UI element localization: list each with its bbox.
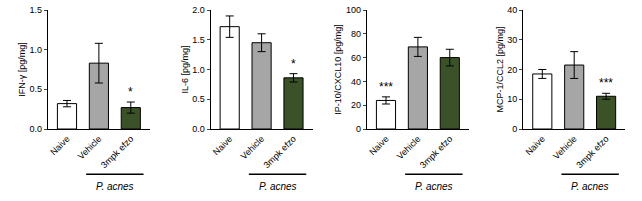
- svg-text:MCP-1/CCL2 [pg/mg]: MCP-1/CCL2 [pg/mg]: [495, 26, 505, 112]
- svg-text:P. acnes: P. acnes: [415, 181, 453, 192]
- svg-text:P. acnes: P. acnes: [259, 181, 297, 192]
- svg-text:1.5: 1.5: [30, 5, 43, 15]
- svg-text:0.0: 0.0: [192, 124, 205, 134]
- svg-text:Naive: Naive: [48, 134, 71, 157]
- svg-text:Naive: Naive: [367, 134, 390, 157]
- svg-text:Vehicle: Vehicle: [551, 134, 579, 162]
- svg-text:3mpk efzo: 3mpk efzo: [262, 134, 298, 170]
- svg-text:*: *: [291, 57, 296, 71]
- svg-text:0.5: 0.5: [192, 94, 205, 104]
- svg-text:IFN-γ [pg/mg]: IFN-γ [pg/mg]: [17, 42, 27, 97]
- svg-text:3mpk efzo: 3mpk efzo: [574, 134, 610, 170]
- svg-text:0: 0: [356, 124, 361, 134]
- svg-text:40: 40: [351, 77, 361, 87]
- svg-text:P. acnes: P. acnes: [96, 181, 134, 192]
- svg-text:0.0: 0.0: [30, 124, 43, 134]
- svg-text:20: 20: [351, 100, 361, 110]
- svg-text:100: 100: [346, 5, 361, 15]
- svg-text:0.5: 0.5: [30, 84, 43, 94]
- svg-text:*: *: [128, 85, 133, 99]
- svg-text:P. acnes: P. acnes: [571, 181, 609, 192]
- svg-text:Naive: Naive: [524, 134, 547, 157]
- svg-text:***: ***: [379, 80, 393, 94]
- svg-text:Naive: Naive: [211, 134, 234, 157]
- svg-text:30: 30: [507, 35, 517, 45]
- svg-text:Vehicle: Vehicle: [76, 134, 104, 162]
- svg-text:IL-6 [pg/mg]: IL-6 [pg/mg]: [180, 45, 190, 93]
- svg-text:60: 60: [351, 53, 361, 63]
- svg-text:10: 10: [507, 94, 517, 104]
- svg-text:80: 80: [351, 29, 361, 39]
- svg-text:1.0: 1.0: [192, 65, 205, 75]
- svg-text:IP-10/CXCL10 [pg/mg]: IP-10/CXCL10 [pg/mg]: [333, 24, 343, 115]
- svg-text:0: 0: [512, 124, 517, 134]
- svg-text:Vehicle: Vehicle: [239, 134, 267, 162]
- svg-text:Vehicle: Vehicle: [395, 134, 423, 162]
- svg-text:2.0: 2.0: [192, 5, 205, 15]
- svg-text:1.0: 1.0: [30, 45, 43, 55]
- svg-text:1.5: 1.5: [192, 35, 205, 45]
- svg-text:***: ***: [599, 76, 613, 90]
- svg-text:3mpk efzo: 3mpk efzo: [99, 134, 135, 170]
- svg-text:3mpk efzo: 3mpk efzo: [418, 134, 454, 170]
- svg-text:20: 20: [507, 65, 517, 75]
- svg-text:40: 40: [507, 5, 517, 15]
